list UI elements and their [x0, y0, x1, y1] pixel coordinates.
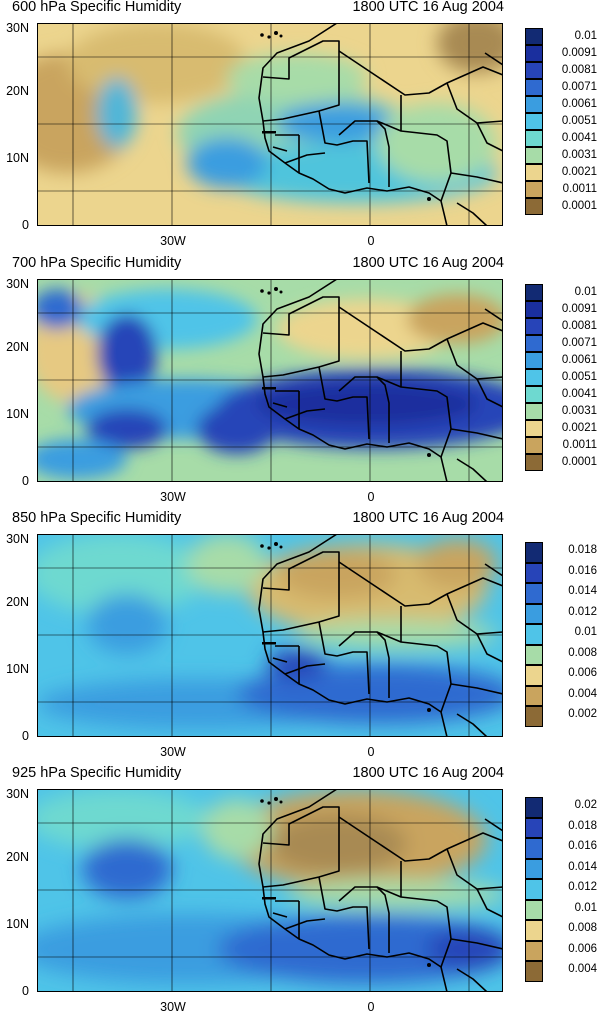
lat-label-30n: 30N — [6, 532, 29, 546]
legend-label: 0.0001 — [561, 456, 597, 468]
legend-label: 0.0051 — [561, 115, 597, 127]
legend-label: 0.002 — [568, 708, 597, 720]
legend-label: 0.0061 — [561, 98, 597, 110]
islands — [260, 287, 431, 457]
legend-label: 0.014 — [568, 860, 597, 873]
legend-label: 0.0011 — [562, 439, 597, 451]
panel-850hpa: 850 hPa Specific Humidity 1800 UTC 16 Au… — [0, 510, 600, 766]
legend-label: 0.0021 — [561, 422, 597, 434]
legend-label: 0.01 — [574, 901, 597, 914]
panel-timestamp: 1800 UTC 16 Aug 2004 — [352, 765, 504, 781]
humidity-map — [37, 789, 503, 992]
legend-label: 0.0041 — [561, 132, 597, 144]
legend-label: 0.012 — [568, 881, 597, 893]
legend-label: 0.01 — [574, 30, 597, 42]
grid-lines — [37, 534, 503, 737]
coastlines — [258, 23, 503, 226]
lon-label-30w: 30W — [160, 234, 186, 248]
lat-label-30n: 30N — [6, 787, 29, 801]
legend-label: 0.0081 — [561, 320, 597, 332]
legend-label: 0.01 — [574, 286, 597, 298]
legend-label: 0.0051 — [561, 371, 597, 383]
grid-lines — [37, 279, 503, 482]
legend-label: 0.0001 — [561, 200, 597, 212]
panel-title: 600 hPa Specific Humidity — [12, 0, 182, 15]
lat-label-0: 0 — [22, 218, 29, 232]
lon-label-0: 0 — [367, 745, 375, 759]
legend-label: 0.004 — [568, 963, 597, 975]
legend-label: 0.006 — [568, 942, 597, 955]
lon-label-30w: 30W — [160, 745, 186, 759]
lat-label-30n: 30N — [6, 277, 29, 291]
legend-label: 0.014 — [568, 585, 597, 597]
legend-label: 0.0031 — [561, 149, 597, 161]
legend-label: 0.0091 — [561, 47, 597, 59]
lat-label-0: 0 — [22, 984, 29, 998]
grid-lines — [37, 23, 503, 226]
lon-label-0: 0 — [367, 1000, 375, 1014]
legend-label: 0.004 — [568, 687, 597, 700]
panel-title: 850 hPa Specific Humidity — [12, 510, 182, 526]
lat-label-10n: 10N — [6, 407, 29, 421]
lat-label-10n: 10N — [6, 151, 29, 165]
panel-600hpa: 600 hPa Specific Humidity 1800 UTC 16 Au… — [0, 0, 600, 255]
legend-label: 0.01 — [574, 626, 597, 638]
legend-label: 0.016 — [568, 564, 597, 577]
islands — [260, 797, 431, 967]
humidity-map — [37, 279, 503, 482]
panel-title: 700 hPa Specific Humidity — [12, 255, 182, 271]
lat-label-20n: 20N — [6, 850, 29, 864]
panel-timestamp: 1800 UTC 16 Aug 2004 — [352, 510, 504, 526]
humidity-map — [37, 23, 503, 226]
legend-label: 0.0021 — [561, 166, 597, 178]
legend-label: 0.012 — [568, 605, 597, 618]
lat-label-0: 0 — [22, 729, 29, 743]
legend-label: 0.008 — [568, 922, 597, 934]
legend-label: 0.018 — [568, 819, 597, 832]
lat-label-20n: 20N — [6, 340, 29, 354]
legend-label: 0.018 — [568, 544, 597, 556]
grid-lines — [37, 789, 503, 992]
lat-label-0: 0 — [22, 474, 29, 488]
legend-label: 0.0011 — [562, 183, 597, 195]
lat-label-10n: 10N — [6, 917, 29, 931]
lon-label-30w: 30W — [160, 1000, 186, 1014]
coastlines — [258, 789, 503, 992]
panel-timestamp: 1800 UTC 16 Aug 2004 — [352, 255, 504, 271]
legend-label: 0.0071 — [561, 81, 597, 93]
legend-label: 0.02 — [574, 799, 597, 811]
legend-label: 0.008 — [568, 646, 597, 659]
lat-label-30n: 30N — [6, 21, 29, 35]
lon-label-30w: 30W — [160, 490, 186, 504]
legend-label: 0.006 — [568, 667, 597, 679]
lon-label-0: 0 — [367, 234, 375, 248]
islands — [260, 31, 431, 201]
panel-title: 925 hPa Specific Humidity — [12, 765, 182, 781]
coastlines — [258, 534, 503, 737]
panel-timestamp: 1800 UTC 16 Aug 2004 — [352, 0, 504, 15]
lat-label-10n: 10N — [6, 662, 29, 676]
legend-label: 0.016 — [568, 840, 597, 852]
panel-700hpa: 700 hPa Specific Humidity 1800 UTC 16 Au… — [0, 255, 600, 511]
lat-label-20n: 20N — [6, 595, 29, 609]
legend-label: 0.0031 — [561, 405, 597, 417]
legend-label: 0.0041 — [561, 388, 597, 400]
legend-label: 0.0071 — [561, 337, 597, 349]
panel-925hpa: 925 hPa Specific Humidity 1800 UTC 16 Au… — [0, 765, 600, 1021]
islands — [260, 542, 431, 712]
coastlines — [258, 279, 503, 482]
legend-label: 0.0091 — [561, 303, 597, 315]
legend-label: 0.0061 — [561, 354, 597, 366]
lat-label-20n: 20N — [6, 84, 29, 98]
humidity-map — [37, 534, 503, 737]
lon-label-0: 0 — [367, 490, 375, 504]
legend-label: 0.0081 — [561, 64, 597, 76]
